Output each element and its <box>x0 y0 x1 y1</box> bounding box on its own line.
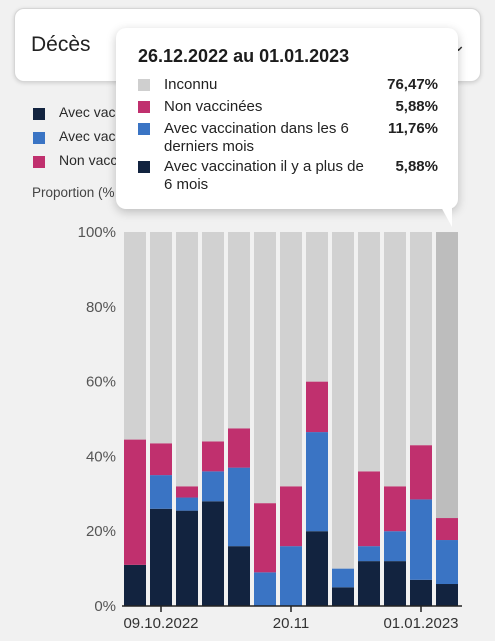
tooltip-label: Avec vaccination il y a plus de 6 mois <box>164 158 364 193</box>
bar-segment-unknown <box>150 232 172 444</box>
bar-segment-unknown <box>332 232 354 569</box>
y-tick-label: 80% <box>86 299 116 316</box>
tooltip-label: Avec vaccination dans les 6 derniers moi… <box>164 120 349 155</box>
bar-segment-recent_vax <box>436 540 458 585</box>
tooltip-label: Inconnu <box>164 76 218 93</box>
bar-segment-old_vax <box>228 546 250 606</box>
bar-segment-recent_vax <box>384 531 406 562</box>
bar-segment-unvax <box>254 503 276 573</box>
bar-segment-recent_vax <box>228 467 250 547</box>
bar-segment-recent_vax <box>410 499 432 580</box>
tooltip-value: 11,76% <box>387 120 438 137</box>
bar-segment-unknown <box>280 232 302 487</box>
bar-segment-unknown <box>306 232 328 382</box>
bar-segment-recent_vax <box>176 497 198 511</box>
legend-swatch <box>33 132 45 144</box>
bar-segment-unvax <box>228 428 250 468</box>
bar-segment-old_vax <box>124 564 146 606</box>
bar-segment-unknown <box>176 232 198 487</box>
bar-segment-unknown <box>436 232 458 519</box>
bar-segment-old_vax <box>332 587 354 606</box>
x-tick-label: 20.11 <box>273 615 309 632</box>
x-tick-label: 09.10.2022 <box>123 615 198 632</box>
y-tick-label: 100% <box>78 224 116 241</box>
bar-segment-unknown <box>228 232 250 429</box>
bar-segment-unvax <box>436 518 458 541</box>
tooltip-value: 76,47% <box>387 76 438 93</box>
bar-segment-unknown <box>202 232 224 442</box>
bar-segment-unvax <box>150 443 172 476</box>
bar-segment-recent_vax <box>332 568 354 588</box>
tooltip-value: 5,88% <box>395 98 438 115</box>
bar-segment-old_vax <box>202 501 224 606</box>
bar-segment-unvax <box>280 486 302 547</box>
bar-segment-recent_vax <box>306 432 328 532</box>
legend-swatch <box>33 156 45 168</box>
legend-label: Avec vacci <box>59 104 126 120</box>
bar-segment-old_vax <box>436 584 458 606</box>
bar-segment-recent_vax <box>150 475 172 509</box>
legend-swatch <box>33 108 45 120</box>
bar-segment-unvax <box>358 471 380 547</box>
bar-segment-recent_vax <box>358 546 380 562</box>
tooltip-swatch <box>138 161 150 173</box>
bar-segment-old_vax <box>410 579 432 606</box>
tooltip-pointer <box>440 205 452 227</box>
tooltip-title: 26.12.2022 au 01.01.2023 <box>138 46 350 66</box>
y-axis-label: Proportion (% <box>32 185 115 200</box>
bar-segment-old_vax <box>358 561 380 606</box>
bar-segment-unknown <box>384 232 406 487</box>
bar-segment-unknown <box>358 232 380 472</box>
bar-segment-unknown <box>410 232 432 446</box>
tooltip-label: Non vaccinées <box>164 98 263 115</box>
y-tick-label: 40% <box>86 448 116 465</box>
bar-segment-old_vax <box>176 510 198 606</box>
bar-segment-unvax <box>202 441 224 472</box>
y-tick-label: 0% <box>94 598 116 615</box>
bar-segment-old_vax <box>306 531 328 606</box>
tooltip-swatch <box>138 123 150 135</box>
tooltip-swatch <box>138 79 150 91</box>
bar-segment-old_vax <box>150 508 172 606</box>
legend-label: Non vacc <box>59 152 118 168</box>
bar-segment-recent_vax <box>254 572 276 606</box>
bar-segment-unvax <box>176 486 198 498</box>
tooltip-swatch <box>138 101 150 113</box>
bar-segment-old_vax <box>384 561 406 606</box>
x-tick-label: 01.01.2023 <box>383 615 458 632</box>
bar-segment-unvax <box>124 439 146 565</box>
bar-segment-recent_vax <box>202 471 224 502</box>
bar-segment-unknown <box>124 232 146 440</box>
tooltip: 26.12.2022 au 01.01.2023 Inconnu 76,47% … <box>116 28 458 209</box>
chart-selector-title: Décès <box>31 33 91 56</box>
tooltip-value: 5,88% <box>395 158 438 175</box>
y-tick-label: 60% <box>86 374 116 391</box>
bar-segment-unvax <box>410 445 432 500</box>
bar-segment-unvax <box>384 486 406 532</box>
bar-segment-recent_vax <box>280 546 302 606</box>
bar-segment-unknown <box>254 232 276 504</box>
y-tick-label: 20% <box>86 523 116 540</box>
bar-segment-unvax <box>306 381 328 433</box>
legend-label: Avec vac <box>59 128 116 144</box>
